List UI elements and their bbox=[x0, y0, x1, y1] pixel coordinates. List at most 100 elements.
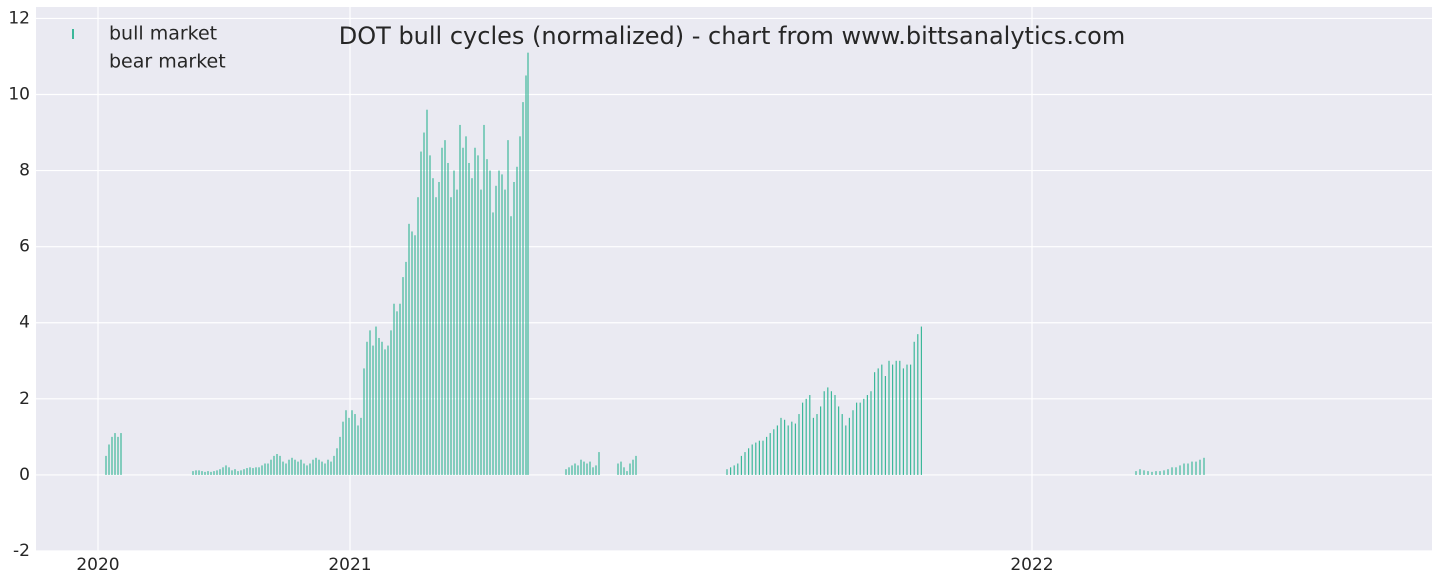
bars bbox=[105, 52, 1205, 475]
bar bbox=[357, 425, 359, 475]
bar bbox=[1191, 461, 1193, 475]
bar bbox=[751, 444, 753, 475]
bar bbox=[336, 448, 338, 475]
bar bbox=[453, 170, 455, 475]
bar bbox=[805, 398, 807, 475]
bar bbox=[794, 423, 796, 475]
bar bbox=[733, 465, 735, 475]
bar bbox=[477, 155, 479, 475]
bar bbox=[270, 459, 272, 475]
bar bbox=[769, 433, 771, 475]
bar bbox=[258, 467, 260, 475]
bar bbox=[899, 360, 901, 475]
bar bbox=[620, 461, 622, 475]
bar bbox=[827, 387, 829, 475]
bar bbox=[884, 376, 886, 475]
bar bbox=[201, 471, 203, 475]
bar bbox=[273, 455, 275, 475]
x-tick-label: 2021 bbox=[328, 555, 371, 575]
bar bbox=[369, 330, 371, 475]
bar bbox=[291, 457, 293, 475]
bar bbox=[856, 402, 858, 475]
bar bbox=[1171, 467, 1173, 475]
bar bbox=[342, 421, 344, 475]
bar bbox=[913, 341, 915, 475]
bar bbox=[312, 459, 314, 475]
bar bbox=[321, 461, 323, 475]
bar bbox=[462, 147, 464, 475]
bar bbox=[417, 197, 419, 475]
bar bbox=[402, 277, 404, 475]
bar bbox=[902, 368, 904, 475]
bar bbox=[583, 461, 585, 475]
bar bbox=[390, 330, 392, 475]
bar bbox=[360, 417, 362, 475]
bar bbox=[198, 470, 200, 475]
x-tick-label: 2020 bbox=[76, 555, 119, 575]
bar bbox=[300, 459, 302, 475]
bar bbox=[324, 463, 326, 475]
bar bbox=[207, 471, 209, 475]
bar bbox=[852, 410, 854, 475]
bar bbox=[632, 459, 634, 475]
bar bbox=[339, 436, 341, 475]
y-tick-label: -2 bbox=[13, 541, 30, 561]
bar bbox=[598, 452, 600, 475]
bar bbox=[267, 463, 269, 475]
bar bbox=[255, 467, 257, 475]
bar bbox=[525, 75, 527, 475]
bar bbox=[504, 189, 506, 475]
bar bbox=[306, 465, 308, 475]
bar bbox=[635, 455, 637, 475]
legend-marker bbox=[72, 57, 74, 67]
bar bbox=[755, 442, 757, 475]
bar bbox=[375, 326, 377, 475]
bar bbox=[237, 471, 239, 475]
bar bbox=[486, 159, 488, 475]
bar bbox=[1195, 461, 1197, 475]
bar bbox=[303, 463, 305, 475]
bar bbox=[345, 410, 347, 475]
bar bbox=[441, 147, 443, 475]
bar bbox=[318, 459, 320, 475]
bar bbox=[906, 364, 908, 475]
bar bbox=[920, 326, 922, 475]
bar bbox=[243, 469, 245, 475]
bar bbox=[276, 453, 278, 475]
bar bbox=[444, 140, 446, 475]
bar bbox=[222, 467, 224, 475]
bar bbox=[859, 402, 861, 475]
bar bbox=[195, 470, 197, 475]
bar bbox=[892, 364, 894, 475]
bar bbox=[282, 461, 284, 475]
bar bbox=[216, 470, 218, 475]
bar bbox=[910, 364, 912, 475]
bar bbox=[246, 468, 248, 475]
bar bbox=[105, 455, 107, 475]
bar bbox=[586, 463, 588, 475]
bar bbox=[426, 109, 428, 475]
bar bbox=[399, 303, 401, 475]
bar bbox=[456, 189, 458, 475]
bar bbox=[577, 465, 579, 475]
bar bbox=[787, 425, 789, 475]
bar bbox=[565, 469, 567, 475]
bar bbox=[480, 189, 482, 475]
bar bbox=[240, 470, 242, 475]
bar bbox=[495, 185, 497, 475]
y-tick-label: 12 bbox=[8, 8, 30, 28]
bar bbox=[758, 440, 760, 475]
plot-background bbox=[36, 7, 1432, 551]
legend-label: bear market bbox=[109, 51, 226, 73]
bar bbox=[510, 216, 512, 475]
bar bbox=[363, 368, 365, 475]
bar bbox=[866, 395, 868, 475]
bar bbox=[279, 455, 281, 475]
legend-marker bbox=[72, 29, 74, 39]
bar bbox=[1199, 459, 1201, 475]
bar bbox=[435, 197, 437, 475]
y-tick-label: 4 bbox=[19, 313, 30, 333]
bar bbox=[841, 414, 843, 475]
y-tick-label: 2 bbox=[19, 389, 30, 409]
bar bbox=[730, 467, 732, 475]
